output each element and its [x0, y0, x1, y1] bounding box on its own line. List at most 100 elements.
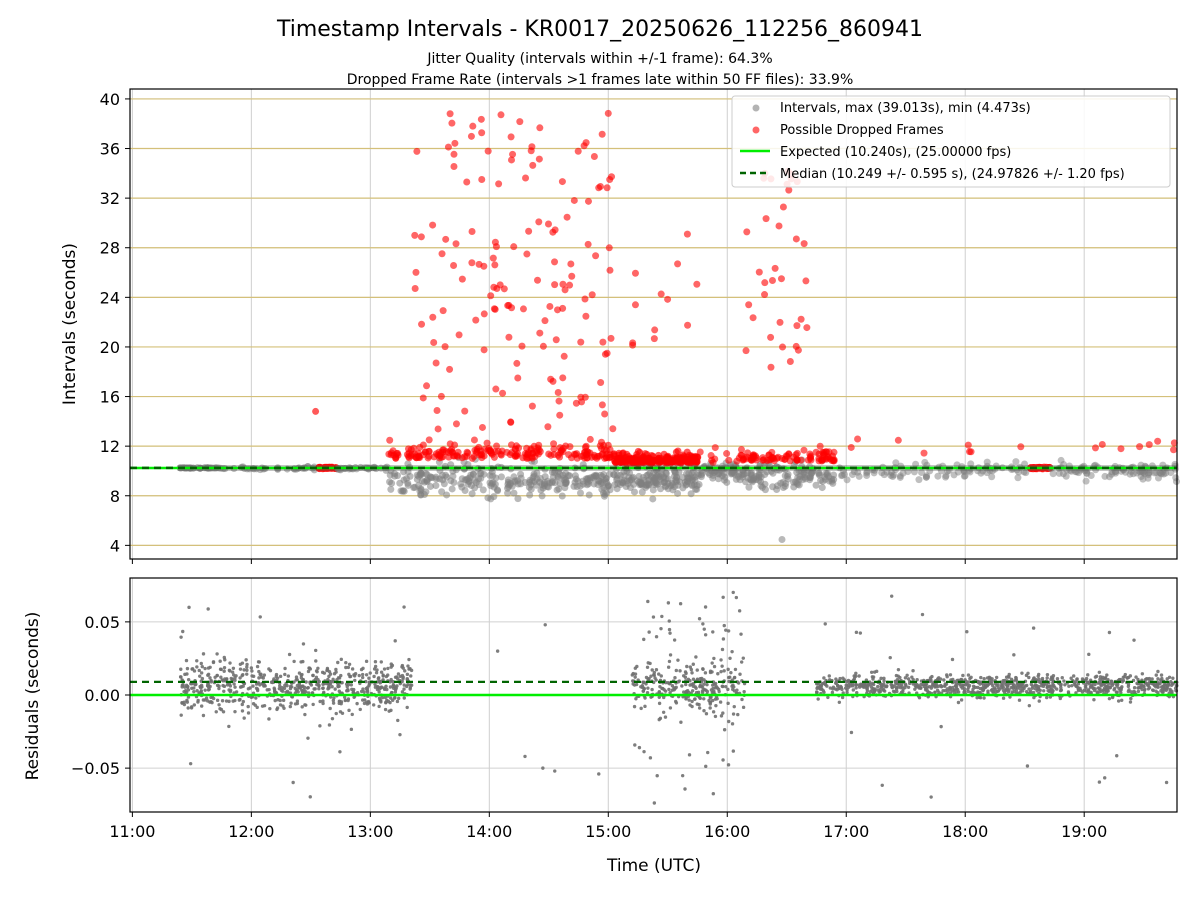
residual-point — [195, 689, 199, 693]
residual-point — [242, 716, 246, 720]
residual-point — [966, 687, 970, 691]
residual-point — [198, 684, 202, 689]
residual-point — [682, 690, 686, 694]
dropped-frame-point — [507, 418, 515, 426]
interval-point — [538, 492, 546, 500]
dropped-frame-point — [549, 228, 557, 236]
residual-point — [495, 649, 500, 653]
residual-point — [733, 667, 738, 672]
residual-point — [943, 688, 947, 693]
residual-point — [881, 688, 886, 692]
residual-point — [703, 633, 708, 637]
residual-point — [668, 706, 673, 710]
residual-point — [313, 687, 317, 691]
interval-point — [838, 471, 846, 479]
residual-point — [1076, 682, 1081, 686]
residual-point — [209, 695, 213, 700]
residual-point — [282, 686, 287, 691]
residual-point — [352, 674, 357, 678]
residual-point — [739, 660, 744, 664]
residual-point — [346, 698, 350, 703]
legend-dropped-marker — [752, 126, 760, 134]
residual-point — [402, 696, 406, 700]
residual-point — [691, 662, 695, 666]
interval-point — [650, 478, 658, 486]
dropped-frame-point — [480, 262, 488, 270]
residual-point — [181, 683, 185, 687]
residual-point — [254, 682, 259, 686]
residual-point — [996, 682, 1000, 687]
residual-point — [1115, 754, 1119, 758]
residual-point — [930, 674, 934, 679]
dropped-frame-point — [568, 272, 576, 280]
residual-point — [383, 707, 388, 712]
residual-point — [188, 761, 193, 766]
residual-point — [852, 674, 856, 678]
dropped-frame-point — [478, 176, 486, 184]
residual-point — [1025, 764, 1030, 768]
residual-point — [1132, 689, 1136, 694]
dropped-frame-point — [767, 363, 775, 371]
residual-point — [714, 703, 718, 708]
dropped-frame-point — [425, 452, 433, 460]
residual-point — [269, 680, 274, 684]
residual-point — [990, 677, 994, 681]
residual-point — [228, 669, 232, 673]
residual-point — [1013, 678, 1018, 682]
interval-point — [778, 536, 786, 544]
residual-point — [872, 670, 877, 674]
residual-point — [1097, 670, 1102, 674]
dropped-frame-point — [434, 425, 442, 433]
residual-point — [189, 706, 194, 710]
residual-point — [222, 689, 226, 693]
dropped-frame-point — [640, 457, 648, 465]
dropped-frame-point — [745, 301, 753, 309]
residual-point — [721, 637, 726, 641]
residual-point — [670, 684, 675, 688]
residual-point — [678, 669, 682, 673]
dropped-frame-point — [581, 295, 589, 303]
residual-point — [993, 687, 997, 692]
residual-point — [652, 801, 657, 805]
residual-point — [251, 684, 255, 688]
residuals-y-tick-label: 0.00 — [84, 686, 120, 705]
residual-point — [405, 672, 410, 677]
residual-point — [704, 712, 709, 716]
dropped-frame-point — [743, 228, 751, 236]
residual-point — [634, 697, 638, 701]
interval-point — [915, 476, 923, 484]
residual-point — [667, 687, 671, 692]
residual-point — [365, 688, 370, 693]
residual-point — [1156, 691, 1160, 695]
residual-point — [849, 730, 854, 735]
residual-point — [199, 671, 204, 675]
residuals-x-tick-label: 13:00 — [347, 822, 393, 841]
residual-point — [221, 679, 225, 683]
interval-point — [904, 468, 912, 476]
residual-point — [246, 711, 251, 715]
dropped-frame-point — [446, 110, 454, 118]
interval-point — [396, 479, 404, 487]
residual-point — [1156, 677, 1160, 681]
residual-point — [1103, 776, 1107, 780]
residual-point — [245, 665, 249, 669]
residuals-x-ticks: 11:00 12:00 13:00 14:00 15:00 16:00 17:00 18:00… — [109, 812, 1107, 841]
dropped-frame-point — [582, 312, 590, 320]
residual-point — [1032, 695, 1036, 700]
residual-point — [300, 672, 304, 677]
residual-point — [851, 688, 856, 692]
residual-point — [367, 676, 371, 680]
residual-point — [726, 667, 730, 672]
residual-point — [199, 689, 204, 693]
residual-point — [685, 664, 689, 669]
interval-point — [590, 480, 598, 488]
residual-point — [1119, 686, 1124, 690]
residual-point — [357, 673, 361, 678]
dropped-frame-point — [472, 316, 480, 324]
interval-point — [687, 490, 695, 498]
residuals-x-tick-label: 11:00 — [109, 822, 155, 841]
residual-point — [1103, 675, 1108, 680]
residual-point — [1017, 698, 1022, 702]
intervals-legend[interactable]: Intervals, max (39.013s), min (4.473s) P… — [731, 95, 1171, 188]
residual-point — [951, 677, 955, 682]
